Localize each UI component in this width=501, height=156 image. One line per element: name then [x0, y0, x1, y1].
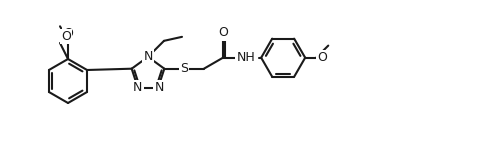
Text: S: S	[180, 62, 188, 75]
Text: N: N	[154, 81, 163, 94]
Text: O: O	[317, 51, 327, 64]
Text: O: O	[63, 27, 73, 40]
Text: O: O	[61, 30, 71, 43]
Text: O: O	[217, 27, 227, 39]
Text: N: N	[133, 81, 142, 94]
Text: NH: NH	[236, 51, 255, 64]
Text: N: N	[143, 50, 152, 63]
